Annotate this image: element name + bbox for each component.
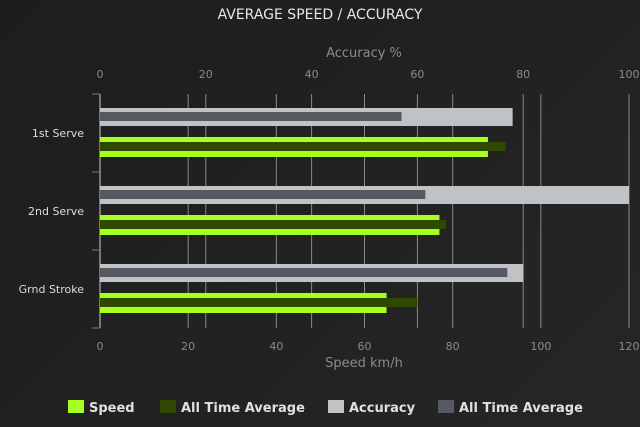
speed-tick-label: 100 — [530, 340, 551, 353]
legend-swatch — [68, 400, 84, 413]
legend-swatch — [160, 400, 176, 413]
accuracy-tick-label: 20 — [199, 68, 213, 81]
accuracy-tick-label: 0 — [97, 68, 104, 81]
category-label: Grnd Stroke — [19, 283, 85, 296]
speed-tick-label: 60 — [358, 340, 372, 353]
speed-average-bar — [100, 220, 447, 229]
legend-label: All Time Average — [181, 401, 305, 416]
accuracy-tick-label: 40 — [305, 68, 319, 81]
top-axis-label: Accuracy % — [326, 46, 402, 61]
speed-average-bar — [100, 298, 418, 307]
category-label: 2nd Serve — [28, 205, 84, 218]
accuracy-tick-label: 60 — [410, 68, 424, 81]
category-label: 1st Serve — [32, 127, 84, 140]
speed-tick-label: 40 — [269, 340, 283, 353]
accuracy-average-bar — [100, 268, 508, 277]
bottom-axis-label: Speed km/h — [325, 356, 403, 371]
speed-tick-label: 120 — [619, 340, 640, 353]
accuracy-tick-label: 80 — [516, 68, 530, 81]
legend-swatch — [438, 400, 454, 413]
speed-tick-label: 0 — [97, 340, 104, 353]
speed-average-bar — [100, 142, 506, 151]
speed-tick-label: 80 — [446, 340, 460, 353]
legend-label: All Time Average — [459, 401, 583, 416]
legend-label: Accuracy — [349, 401, 416, 416]
accuracy-average-bar — [100, 190, 426, 199]
legend-label: Speed — [89, 401, 135, 416]
speed-tick-label: 20 — [181, 340, 195, 353]
chart-title: AVERAGE SPEED / ACCURACY — [217, 7, 423, 23]
accuracy-average-bar — [100, 112, 402, 121]
accuracy-tick-label: 100 — [619, 68, 640, 81]
legend-swatch — [328, 400, 344, 413]
